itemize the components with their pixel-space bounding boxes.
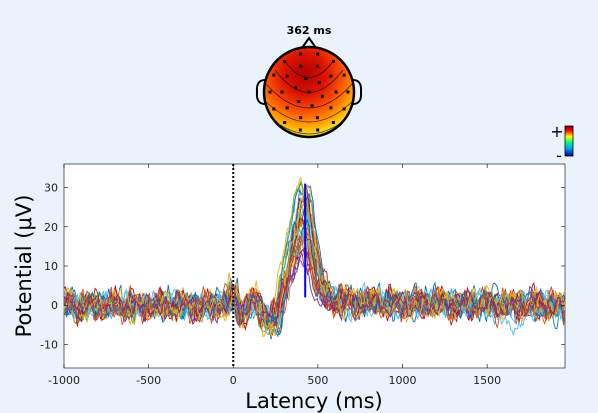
y-tick-label: 30 bbox=[44, 182, 58, 195]
x-axis-label: Latency (ms) bbox=[245, 389, 382, 413]
x-tick-label: -500 bbox=[136, 374, 161, 387]
electrode-dot bbox=[316, 65, 319, 68]
y-tick-label: 20 bbox=[44, 221, 58, 234]
electrode-dot bbox=[304, 77, 307, 80]
electrode-dot bbox=[343, 107, 346, 110]
y-tick-label: 0 bbox=[51, 299, 58, 312]
electrode-dot bbox=[283, 60, 286, 63]
electrode-dot bbox=[281, 91, 284, 94]
electrode-dot bbox=[316, 129, 319, 132]
x-tick-label: 1500 bbox=[473, 374, 501, 387]
electrode-dot bbox=[299, 52, 302, 55]
electrode-dot bbox=[332, 121, 335, 124]
electrode-dot bbox=[294, 86, 297, 89]
electrode-dot bbox=[321, 95, 324, 98]
x-tick-label: 1000 bbox=[389, 374, 417, 387]
electrode-dot bbox=[286, 75, 289, 78]
electrode-dot bbox=[299, 116, 302, 119]
erp-axes: -1000 -500 0 500 1000 1500 -10 0 10 20 30 Latency… bbox=[12, 164, 565, 413]
x-tick-label: 500 bbox=[307, 374, 328, 387]
y-tick-label: 10 bbox=[44, 260, 58, 273]
electrode-dot bbox=[343, 74, 346, 77]
topoplot-title: 362 ms bbox=[287, 24, 332, 37]
x-tick-label: -1000 bbox=[48, 374, 80, 387]
electrode-dot bbox=[272, 107, 275, 110]
electrode-dot bbox=[308, 91, 311, 94]
electrode-dot bbox=[299, 129, 302, 132]
electrode-dot bbox=[269, 91, 272, 94]
electrode-dot bbox=[297, 100, 300, 103]
electrode-dot bbox=[316, 116, 319, 119]
electrode-dot bbox=[335, 91, 338, 94]
colorbar-max-label: + bbox=[550, 122, 563, 141]
electrode-dot bbox=[318, 81, 321, 84]
x-tick-label: 0 bbox=[230, 374, 237, 387]
electrode-dot bbox=[347, 91, 350, 94]
electrode-dot bbox=[332, 60, 335, 63]
electrode-dot bbox=[316, 52, 319, 55]
colorbar-min-label: - bbox=[556, 146, 562, 165]
electrode-dot bbox=[286, 106, 289, 109]
electrode-dot bbox=[329, 106, 332, 109]
y-tick-label: -10 bbox=[40, 338, 58, 351]
electrode-dot bbox=[299, 65, 302, 68]
y-axis-label: Potential (μV) bbox=[12, 195, 36, 338]
electrode-dot bbox=[283, 121, 286, 124]
electrode-dot bbox=[329, 75, 332, 78]
electrode-dot bbox=[272, 74, 275, 77]
topoplot: 362 ms bbox=[257, 24, 573, 165]
electrode-dot bbox=[311, 104, 314, 107]
colorbar bbox=[565, 126, 573, 156]
